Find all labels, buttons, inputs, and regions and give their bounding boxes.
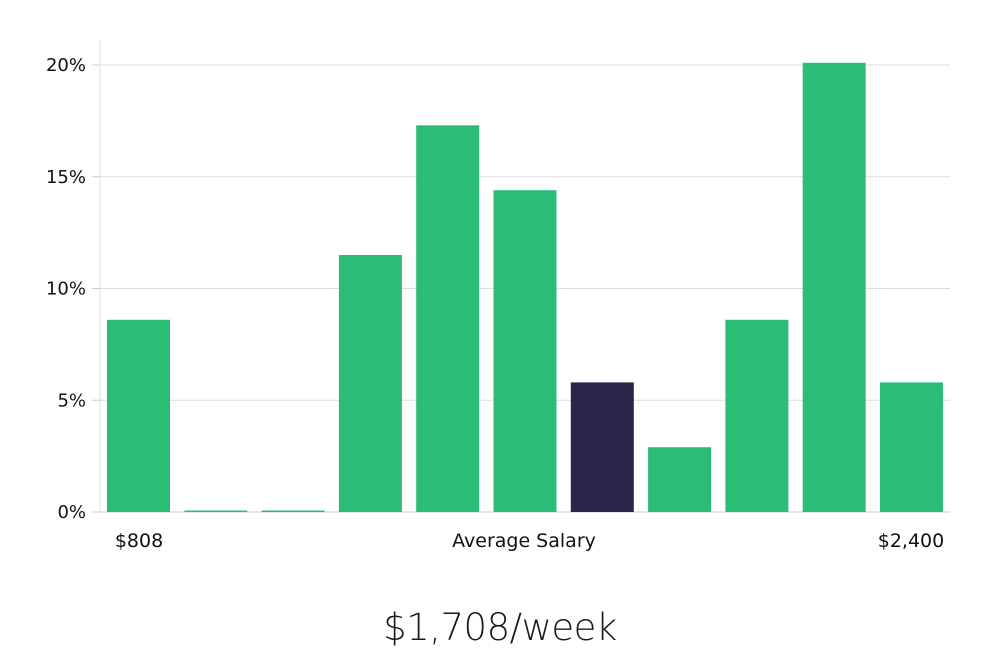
y-tick-label: 20% [46, 55, 86, 76]
salary-histogram: 0% 5% 10% 15% 20% $808 Average Salary $2,400 [46, 40, 950, 552]
bar [338, 255, 402, 512]
bar [107, 319, 170, 512]
y-tick-label: 15% [46, 167, 86, 188]
bars [107, 62, 943, 513]
bar [648, 447, 712, 512]
x-axis-title: Average Salary [452, 530, 596, 552]
bar [416, 125, 480, 513]
y-axis-ticks: 0% 5% 10% 15% 20% [46, 55, 100, 523]
y-tick-label: 10% [46, 279, 86, 300]
bar [261, 510, 325, 512]
average-salary-headline: $1,708/week [383, 606, 617, 649]
bar [725, 319, 789, 512]
y-tick-label: 5% [57, 390, 86, 411]
y-tick-label: 0% [57, 502, 86, 523]
bar-highlighted [570, 382, 634, 512]
bar [184, 510, 248, 512]
x-axis-min-label: $808 [115, 530, 163, 552]
x-axis-max-label: $2,400 [878, 530, 944, 552]
bar [493, 190, 557, 512]
bar [880, 382, 943, 512]
bar [802, 62, 866, 513]
